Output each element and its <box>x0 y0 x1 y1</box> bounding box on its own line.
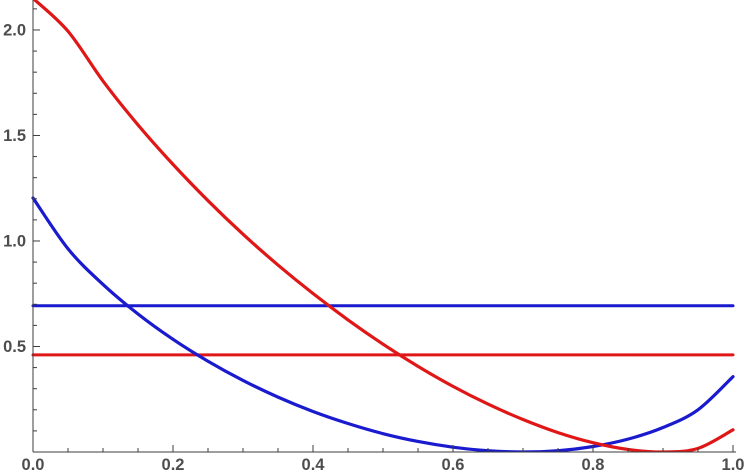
y-tick-label: 1.0 <box>3 232 26 250</box>
x-tick-label: 0.6 <box>442 456 465 474</box>
x-tick-label: 0.8 <box>582 456 605 474</box>
axes <box>32 0 736 453</box>
red-curve <box>32 0 735 452</box>
y-tick-label: 0.5 <box>3 338 26 356</box>
x-tick-label: 0.2 <box>162 456 185 474</box>
x-tick-label: 0.4 <box>302 456 326 474</box>
y-tick-label: 2.0 <box>3 21 26 39</box>
tick-labels: 0.0 0.2 0.4 0.6 0.8 1.0 0.5 1.0 1.5 2.0 <box>3 21 744 474</box>
blue-curve <box>31 196 735 452</box>
y-tick-label: 1.5 <box>3 127 26 145</box>
series-group <box>31 0 735 452</box>
x-tick-label: 0.0 <box>22 456 45 474</box>
x-tick-label: 1.0 <box>722 456 745 474</box>
